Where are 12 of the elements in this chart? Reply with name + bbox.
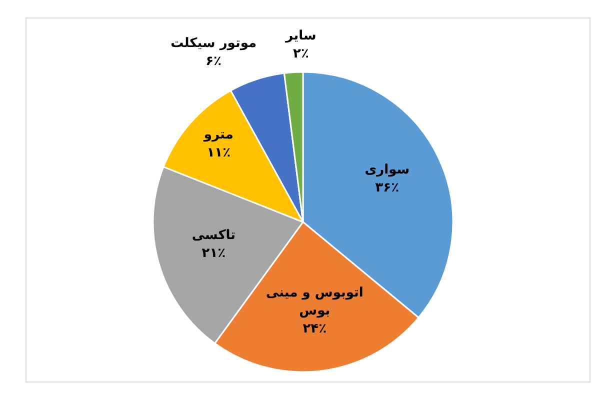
data-label: ۲٪ (293, 46, 309, 62)
data-label: ۳۶٪ (375, 180, 400, 196)
data-label: ۶٪ (206, 54, 222, 69)
slice-label: سواری (364, 162, 410, 178)
data-label: ۱۱٪ (206, 146, 231, 161)
data-label: ۲۴٪ (302, 321, 327, 336)
slice-label: تاکسی (192, 228, 236, 243)
data-label: ۲۱٪ (202, 246, 226, 261)
slice-label: مترو (202, 128, 234, 143)
slice-label: موتور سیکلت (170, 36, 257, 51)
slice-label: سایر (284, 28, 316, 44)
slice-label: اتوبوس و مینی بوس (266, 285, 364, 318)
